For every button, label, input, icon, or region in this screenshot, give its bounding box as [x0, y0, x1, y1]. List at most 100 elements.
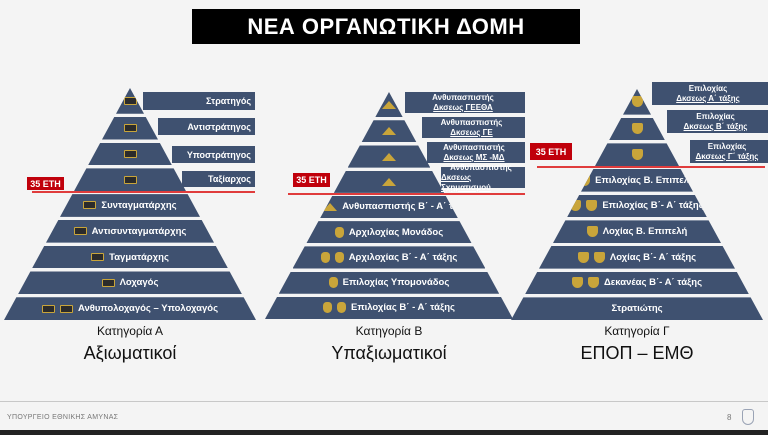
threshold-line [288, 193, 525, 195]
bottom-bar [0, 430, 768, 435]
rank-side-label: Υποστράτηγος [172, 146, 255, 163]
side-label-line2: Δκσεως Α΄ τάξης [676, 93, 740, 103]
pyramid-tier [595, 143, 679, 166]
rank-insignia-icon [631, 149, 643, 161]
tier-label: Επιλοχίας Υπομονάδος [342, 277, 450, 289]
rank-side-label: Στρατηγός [143, 92, 255, 110]
rank-insignia-icon [381, 177, 396, 186]
page-number: 8 [727, 413, 732, 422]
rank-insignia-icon [593, 251, 605, 263]
rank-side-label: Επιλοχίας Δκσεως Β΄ τάξης [667, 110, 768, 133]
side-label-line2: Δκσεως ΓΕ [450, 127, 493, 137]
group-label: Υπαξιωματικοί [331, 343, 447, 363]
pyramid-tier: Λοχαγός [18, 271, 242, 295]
pyramid-tier: Ταγματάρχης [32, 245, 228, 269]
pyramid-tier: Ανθυπολοχαγός – Υπολοχαγός [4, 297, 256, 320]
side-label-line1: Αντιστράτηγος [187, 121, 251, 132]
rank-insignia-icon [83, 201, 97, 210]
tier-label: Λοχίας Β. Επιπελή [602, 226, 688, 238]
pyramid-tier [375, 92, 403, 118]
threshold-badge: 35 ΕΤΗ [293, 173, 330, 187]
pyramid-tier [102, 116, 158, 140]
rank-insignia-icon [123, 149, 137, 158]
tier-label: Λοχίας Β΄- Α΄ τάξης [609, 251, 697, 263]
rank-insignia-icon [91, 253, 105, 262]
rank-side-label: Επιλοχίας Δκσεως Γ΄ τάξης [690, 140, 768, 163]
threshold-line [537, 166, 765, 168]
pyramid-tier: Επιλοχίας Β΄- Α΄ τάξης [567, 194, 707, 218]
footer-divider [0, 401, 768, 402]
pyramid-tier [609, 117, 665, 141]
tier-label: Ανθυπολοχαγός – Υπολοχαγός [77, 303, 219, 315]
rank-insignia-icon [581, 174, 591, 186]
pyramid-tier: Στρατιώτης [511, 297, 763, 320]
rank-insignia-icon [381, 152, 396, 161]
rank-insignia-icon [381, 127, 396, 136]
rank-insignia-icon [73, 227, 87, 236]
group-label: Αξιωματικοί [83, 343, 177, 363]
pyramid-tier: Αρχιλοχίας Β΄ - Α΄ τάξης [292, 246, 486, 269]
pyramid-tier: Δεκανέας Β΄- Α΄ τάξης [525, 271, 749, 295]
rank-insignia-icon [631, 96, 643, 108]
ministry-logo-icon [742, 409, 754, 425]
tier-label: Ανθυπασπιστής Β΄ - Α΄ τάξης [342, 201, 474, 213]
pyramid-tier [333, 170, 445, 193]
pyramid-tier [74, 168, 186, 192]
threshold-badge: 35 ΕΤΗ [27, 177, 64, 190]
pyramid-tier: Ανθυπασπιστής Β΄ - Α΄ τάξης [320, 195, 458, 219]
rank-insignia-icon [381, 100, 396, 109]
rank-insignia-icon [123, 124, 137, 133]
rank-insignia-icon [631, 123, 643, 135]
tier-label: Αντισυνταγματάρχης [91, 225, 187, 237]
side-label-line1: Επιλοχίας [707, 141, 747, 151]
slide-title: ΝΕΑ ΟΡΓΑΝΩΤΙΚΗ ΔΟΜΗ [192, 9, 580, 44]
rank-side-label: Ανθυπασπιστής Δκσεως ΓΕ [422, 117, 525, 138]
side-label-line2: Δκσεως Γ΄ τάξης [695, 151, 759, 161]
rank-side-label: Αντιστράτηγος [158, 118, 255, 135]
rank-insignia-icon [123, 175, 137, 184]
pyramid-tier [361, 120, 417, 143]
rank-insignia-icon [101, 278, 115, 287]
tier-label: Επιλοχίας Β΄- Α΄ τάξης [602, 200, 704, 212]
pyramid-tier: Επιλοχίας Υπομονάδος [278, 271, 500, 294]
side-label-line2: Δκσεως Σχηματισμού [441, 172, 491, 192]
side-label-line2: Δκσεως ΓΕΕΘΑ [433, 102, 493, 112]
tier-label: Στρατιώτης [611, 303, 663, 315]
pyramid-tier: Αντισυνταγματάρχης [46, 219, 214, 243]
side-label-line1: Ανθυπασπιστής [443, 142, 505, 152]
side-label-line1: Επιλοχίας [696, 111, 735, 121]
rank-insignia-icon [323, 202, 338, 211]
tier-label: Συνταγματάρχης [101, 199, 177, 211]
side-label-line1: Στρατηγός [205, 96, 251, 106]
pyramid-tier [623, 89, 651, 115]
rank-insignia-icon [323, 302, 332, 314]
side-label-line1: Ανθυπασπιστής [432, 92, 494, 102]
pyramid-tier: Λοχίας Β. Επιπελή [553, 220, 721, 243]
category-label: Κατηγορία Β [355, 324, 423, 338]
tier-label: Δεκανέας Β΄- Α΄ τάξης [603, 277, 703, 289]
rank-insignia-icon [320, 251, 330, 263]
side-label-line1: Υποστράτηγος [186, 149, 251, 160]
rank-insignia-icon [570, 200, 582, 212]
pyramid-tier: Επιλοχίας Β΄ - Α΄ τάξης [265, 296, 513, 319]
side-label-line1: Επιλοχίας [688, 83, 728, 93]
tier-label: Λοχαγός [119, 277, 159, 289]
pyramid-tier [88, 142, 172, 166]
rank-insignia-icon [337, 302, 346, 314]
rank-insignia-icon [123, 96, 137, 105]
rank-insignia-icon [334, 251, 344, 263]
rank-side-label: Ανθυπασπιστής Δκσεως ΓΕΕΘΑ [405, 92, 525, 113]
rank-insignia-icon [41, 304, 55, 313]
rank-insignia-icon [586, 200, 598, 212]
rank-insignia-icon [571, 277, 583, 289]
pyramid-tier: Επιλοχίας Β. Επιπελή [581, 169, 693, 192]
rank-insignia-icon [334, 226, 344, 238]
rank-side-label: Επιλοχίας Δκσεως Α΄ τάξης [652, 82, 768, 105]
pyramid-tier: Λοχίας Β΄- Α΄ τάξης [539, 246, 735, 269]
rank-insignia-icon [586, 226, 598, 238]
pyramid-tier [347, 145, 431, 168]
side-label-line2: Δκσεως ΜΣ -ΜΔ [443, 152, 505, 162]
group-label: ΕΠΟΠ – ΕΜΘ [580, 343, 694, 363]
rank-side-label: Ανθυπασπιστής Δκσεως Σχηματισμού [441, 163, 525, 192]
threshold-badge: 35 ΕΤΗ [530, 143, 572, 160]
